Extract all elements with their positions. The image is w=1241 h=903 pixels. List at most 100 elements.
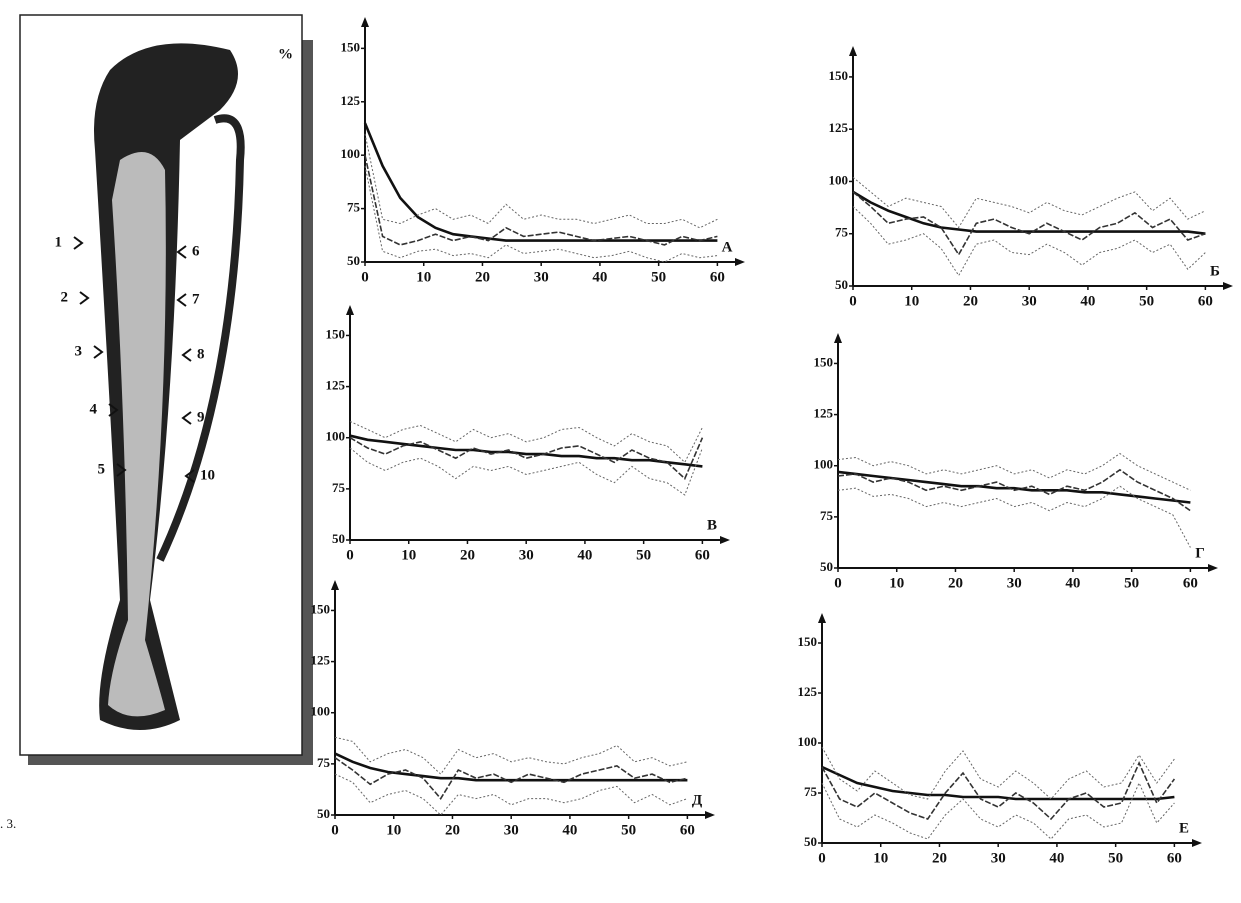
- series-line: [852, 191, 1206, 257]
- marker-arrow: [116, 463, 127, 477]
- x-tick-label: 40: [592, 269, 607, 285]
- series-line: [852, 206, 1206, 277]
- y-tick-label: 150: [326, 326, 346, 341]
- x-tick-label: 60: [1183, 575, 1198, 591]
- panel-label: В: [707, 517, 717, 533]
- y-tick-label: 50: [835, 277, 848, 292]
- y-arrow: [361, 17, 369, 27]
- x-tick-label: 0: [818, 850, 826, 866]
- y-tick-label: 150: [814, 354, 834, 369]
- x-tick-label: 30: [1007, 575, 1022, 591]
- x-arrow: [735, 258, 745, 266]
- x-tick-label: 20: [460, 547, 475, 563]
- y-tick-label: 50: [820, 559, 833, 574]
- marker-arrow: [181, 348, 192, 362]
- series-line: [334, 773, 688, 816]
- x-tick-label: 60: [710, 269, 725, 285]
- x-tick-label: 20: [445, 822, 460, 838]
- x-tick-label: 60: [680, 822, 695, 838]
- y-tick-label: 125: [829, 120, 849, 135]
- series-line: [364, 165, 718, 263]
- x-tick-label: 0: [849, 293, 857, 309]
- marker-arrow: [79, 291, 90, 305]
- x-tick-label: 30: [504, 822, 519, 838]
- x-tick-label: 40: [562, 822, 577, 838]
- y-arrow: [331, 580, 339, 590]
- y-tick-label: 150: [798, 634, 818, 649]
- y-tick-label: 75: [820, 508, 834, 523]
- series-line: [837, 468, 1191, 512]
- x-tick-label: 0: [834, 575, 842, 591]
- x-tick-label: 60: [695, 547, 710, 563]
- marker-label: 8: [197, 346, 205, 362]
- series-line: [349, 437, 704, 480]
- series-line: [821, 781, 1175, 840]
- x-tick-label: 10: [416, 269, 431, 285]
- x-tick-label: 50: [1139, 293, 1154, 309]
- series-line: [334, 757, 688, 800]
- y-tick-label: 75: [804, 784, 818, 799]
- y-tick-label: 100: [814, 457, 834, 472]
- x-tick-label: 50: [1124, 575, 1139, 591]
- series-line: [837, 470, 1191, 504]
- series-line: [837, 485, 1191, 548]
- marker-label: 9: [197, 409, 205, 425]
- y-tick-label: 100: [829, 172, 849, 187]
- y-tick-label: 50: [347, 253, 360, 268]
- y-tick-label: 100: [341, 146, 361, 161]
- y-tick-label: 125: [326, 378, 346, 393]
- series-line: [821, 746, 1175, 800]
- marker-label: 2: [61, 289, 69, 305]
- y-tick-label: 150: [829, 68, 849, 83]
- marker-label: 1: [55, 234, 63, 250]
- y-tick-label: 150: [311, 601, 331, 616]
- x-tick-label: 0: [361, 269, 369, 285]
- marker-arrow: [176, 245, 187, 259]
- y-tick-label: 125: [341, 93, 361, 108]
- panel-label: Б: [1210, 263, 1220, 279]
- y-tick-label: 75: [835, 225, 849, 240]
- y-tick-label: 150: [341, 39, 361, 54]
- series-line: [349, 434, 703, 468]
- x-arrow: [1208, 564, 1218, 572]
- marker-arrow: [93, 345, 104, 359]
- series-line: [349, 420, 703, 464]
- x-tick-label: 40: [1049, 850, 1064, 866]
- x-tick-label: 30: [1022, 293, 1037, 309]
- x-tick-label: 10: [873, 850, 888, 866]
- unit-label: %: [278, 46, 293, 62]
- x-tick-label: 50: [636, 547, 651, 563]
- x-tick-label: 40: [1065, 575, 1080, 591]
- y-arrow: [346, 305, 354, 315]
- y-tick-label: 125: [814, 406, 834, 421]
- x-tick-label: 20: [948, 575, 963, 591]
- y-arrow: [849, 46, 857, 56]
- marker-label: 4: [90, 401, 98, 417]
- y-tick-label: 100: [326, 429, 346, 444]
- series-line: [363, 122, 718, 242]
- marker-label: 10: [200, 467, 215, 483]
- series-line: [334, 736, 688, 775]
- y-tick-label: 75: [347, 200, 361, 215]
- x-arrow: [1192, 839, 1202, 847]
- x-tick-label: 50: [1108, 850, 1123, 866]
- series-line: [852, 190, 1206, 235]
- panel-label: Д: [692, 792, 703, 808]
- marker-label: 5: [98, 461, 106, 477]
- bone-marrow: [108, 152, 166, 717]
- y-tick-label: 50: [804, 834, 817, 849]
- series-line: [364, 133, 718, 229]
- x-tick-label: 20: [932, 850, 947, 866]
- caption: . 3.: [0, 816, 16, 831]
- marker-arrow: [176, 293, 187, 307]
- x-tick-label: 30: [534, 269, 549, 285]
- y-tick-label: 75: [317, 755, 331, 770]
- x-tick-label: 60: [1167, 850, 1182, 866]
- x-tick-label: 40: [577, 547, 592, 563]
- y-tick-label: 50: [332, 531, 345, 546]
- x-arrow: [705, 811, 715, 819]
- series-line: [364, 155, 718, 246]
- x-tick-label: 60: [1198, 293, 1213, 309]
- y-tick-label: 125: [798, 684, 818, 699]
